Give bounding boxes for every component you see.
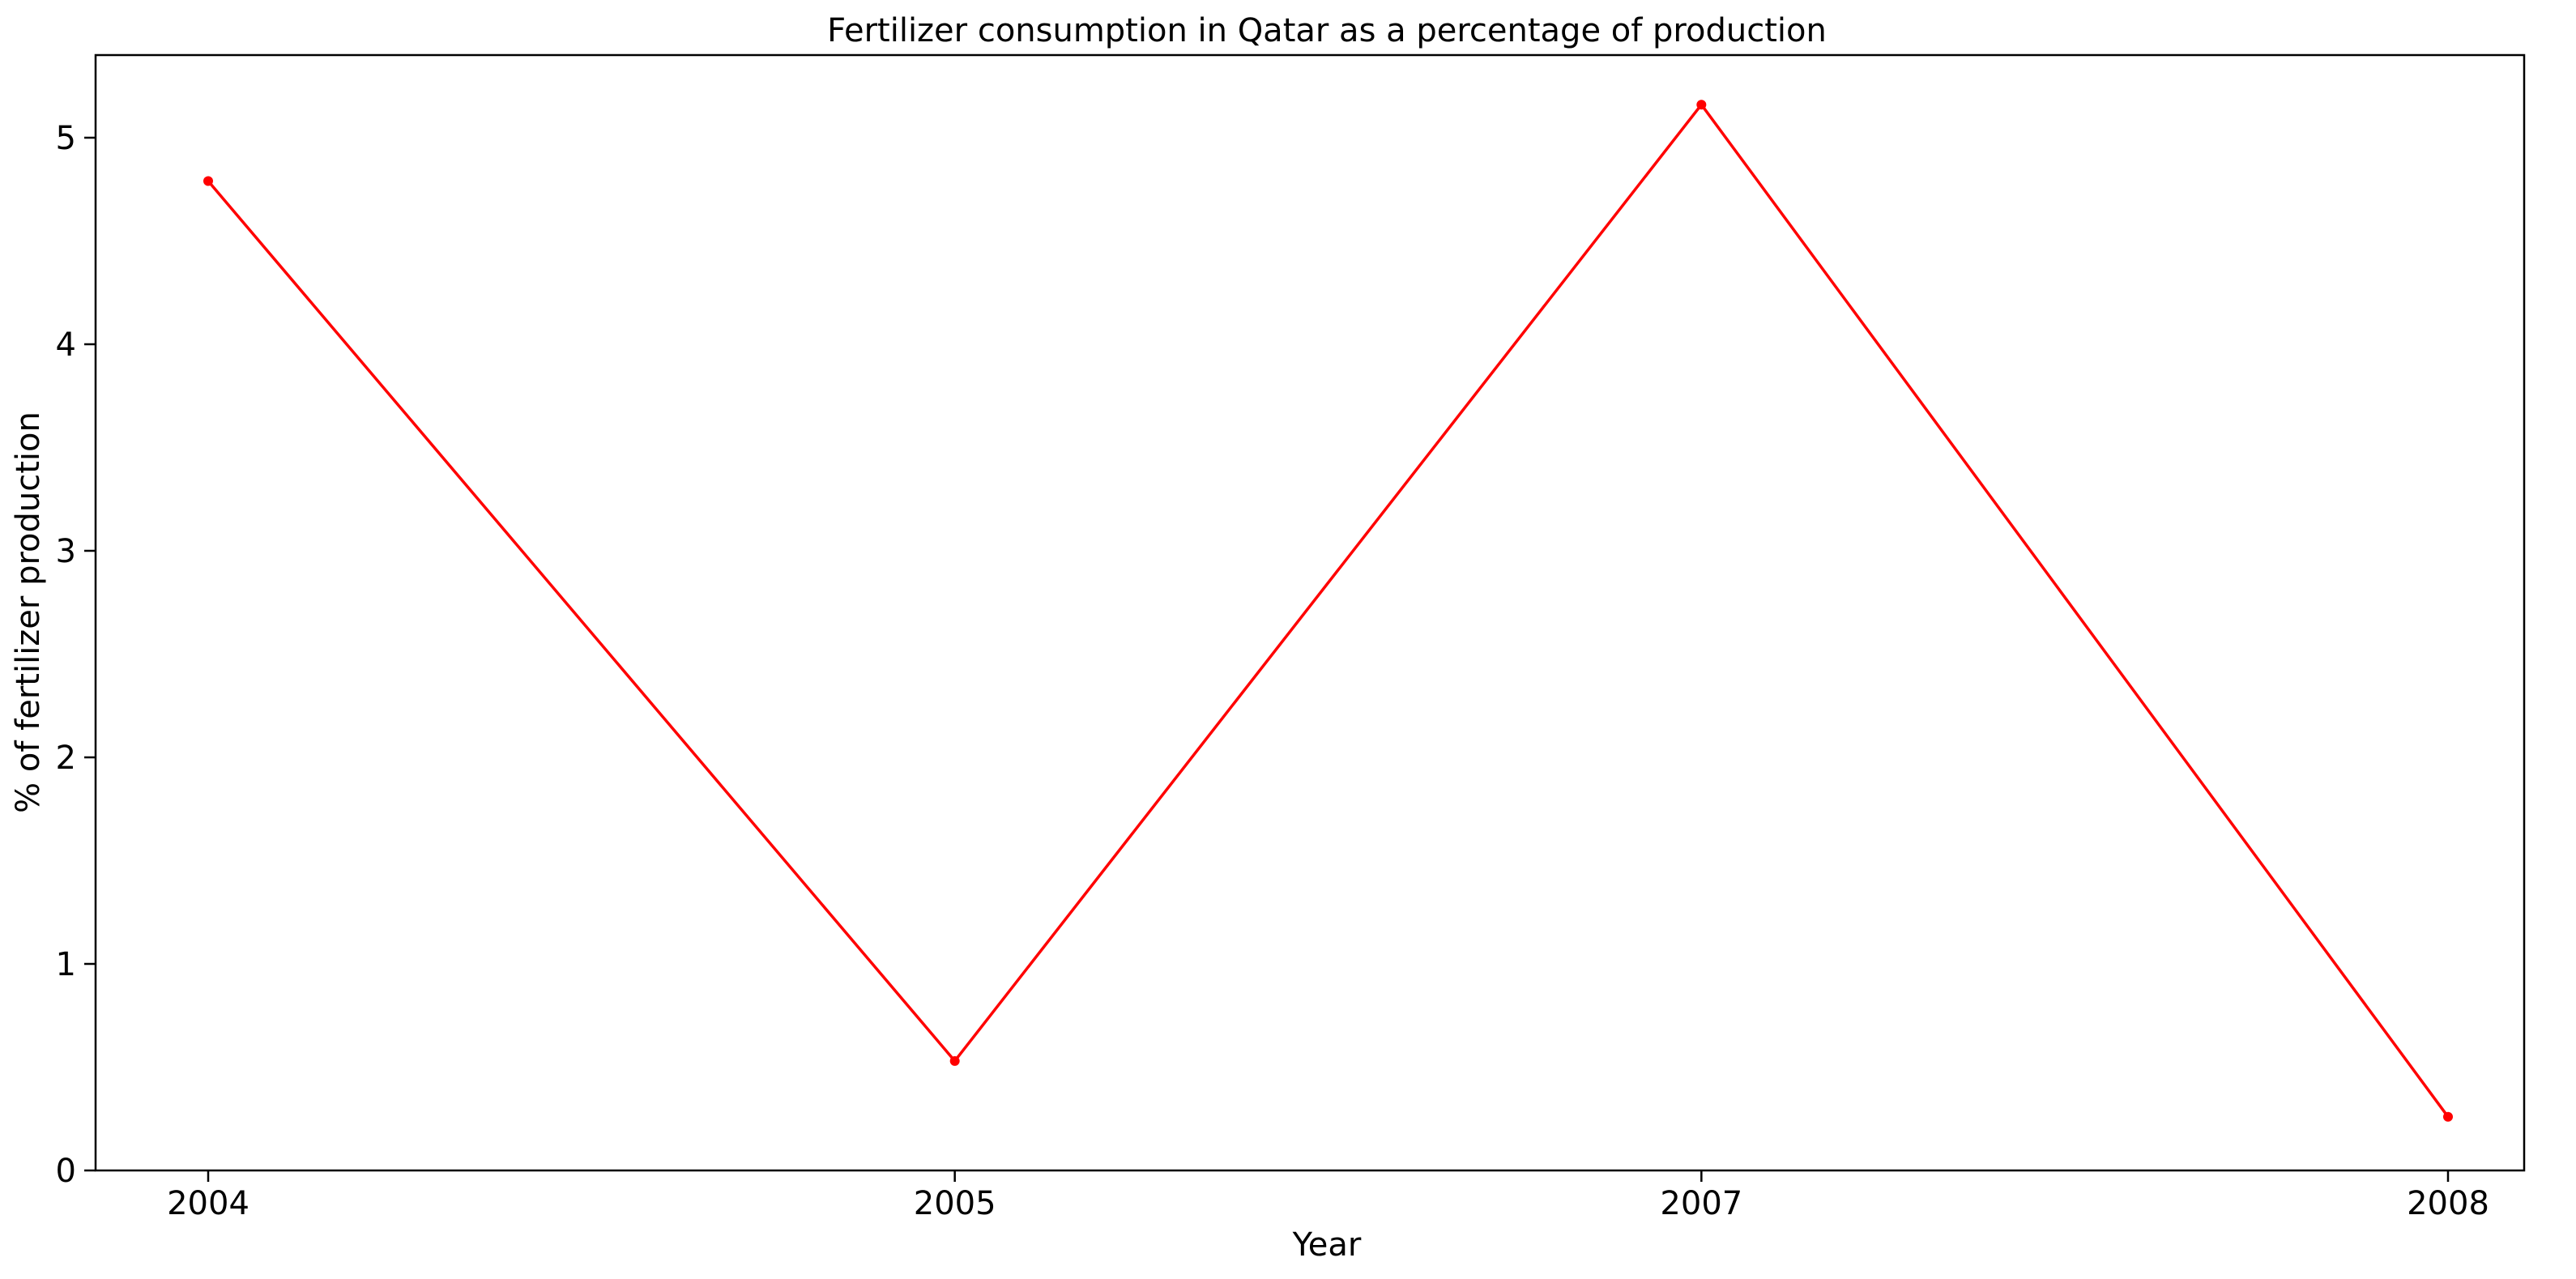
y-axis: 0 1 2 3 4 5: [56, 120, 96, 1190]
x-tick-label: 2005: [914, 1185, 996, 1222]
x-axis-label: Year: [1292, 1226, 1362, 1264]
y-tick-label: 3: [56, 533, 76, 570]
data-point: [949, 1055, 960, 1066]
x-tick-label: 2004: [167, 1185, 249, 1222]
y-tick-label: 2: [56, 740, 76, 777]
data-point: [2443, 1111, 2453, 1122]
x-tick-label: 2008: [2407, 1185, 2489, 1222]
y-tick-label: 5: [56, 120, 76, 157]
x-axis: 2004 2005 2007 2008: [167, 1170, 2489, 1222]
y-axis-label: % of fertilizer production: [10, 411, 47, 813]
plot-area-frame: [94, 53, 2526, 1172]
data-point: [1696, 100, 1707, 110]
chart-title: Fertilizer consumption in Qatar as a per…: [827, 12, 1827, 49]
series-line: [207, 103, 2450, 1118]
x-tick-label: 2007: [1660, 1185, 1742, 1222]
series-layer: [203, 100, 2453, 1122]
y-tick-label: 1: [56, 946, 76, 983]
y-tick-label: 0: [56, 1153, 76, 1190]
y-tick-label: 4: [56, 326, 76, 364]
data-point: [203, 176, 213, 186]
